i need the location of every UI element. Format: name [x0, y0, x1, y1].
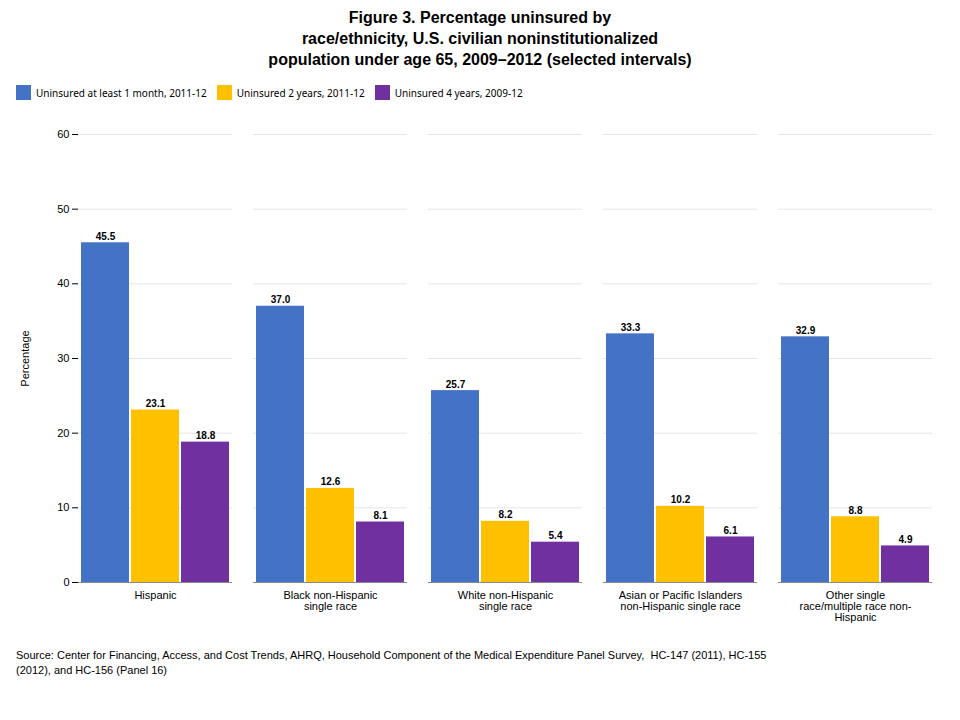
html-text:Uninsured 4 years, 2009-12: Uninsured 4 years, 2009-12	[394, 85, 523, 100]
svg-text:45.5: 45.5	[96, 231, 116, 242]
svg-text:50: 50	[57, 203, 69, 215]
html-text:Uninsured 2 years, 2011-12: Uninsured 2 years, 2011-12	[236, 85, 365, 100]
svg-text:33.3: 33.3	[621, 322, 641, 333]
svg-text:10: 10	[57, 502, 69, 514]
svg-text:Other singlerace/multiple race: Other singlerace/multiple race non-Hispa…	[800, 590, 912, 624]
svg-text:25.7: 25.7	[446, 379, 466, 390]
html-text:Source: Center for Financing,: Source: Center for Financing, Access, an…	[16, 649, 767, 677]
svg-text:32.9: 32.9	[796, 325, 816, 336]
svg-text:Black non-Hispanicsingle race: Black non-Hispanicsingle race	[283, 590, 378, 613]
svg-text:5.4: 5.4	[549, 531, 563, 542]
svg-text:10.2: 10.2	[671, 495, 691, 506]
svg-text:8.1: 8.1	[374, 510, 388, 521]
svg-text:18.8: 18.8	[196, 431, 216, 442]
svg-text:8.2: 8.2	[499, 510, 513, 521]
html-text:Figure 3. Percentage uninsured: Figure 3. Percentage uninsured by race/e…	[268, 9, 692, 68]
svg-text:4.9: 4.9	[899, 534, 913, 545]
svg-text:6.1: 6.1	[724, 525, 738, 536]
svg-text:Hispanic: Hispanic	[134, 590, 177, 602]
svg-text:20: 20	[57, 427, 69, 439]
svg-text:White non-Hispanicsingle race: White non-Hispanicsingle race	[458, 590, 554, 613]
html-text:Uninsured at least 1 month, 20: Uninsured at least 1 month, 2011-12	[36, 85, 207, 100]
svg-text:Percentage: Percentage	[19, 331, 31, 387]
svg-text:37.0: 37.0	[271, 295, 291, 306]
svg-text:23.1: 23.1	[146, 398, 166, 409]
svg-text:30: 30	[57, 352, 69, 364]
svg-text:60: 60	[57, 128, 69, 140]
svg-text:Asian or Pacific Islandersnon-: Asian or Pacific Islandersnon-Hispanic s…	[619, 590, 743, 613]
svg-text:8.8: 8.8	[849, 505, 863, 516]
svg-text:40: 40	[57, 278, 69, 290]
svg-text:12.6: 12.6	[321, 477, 341, 488]
svg-text:0: 0	[63, 576, 69, 588]
